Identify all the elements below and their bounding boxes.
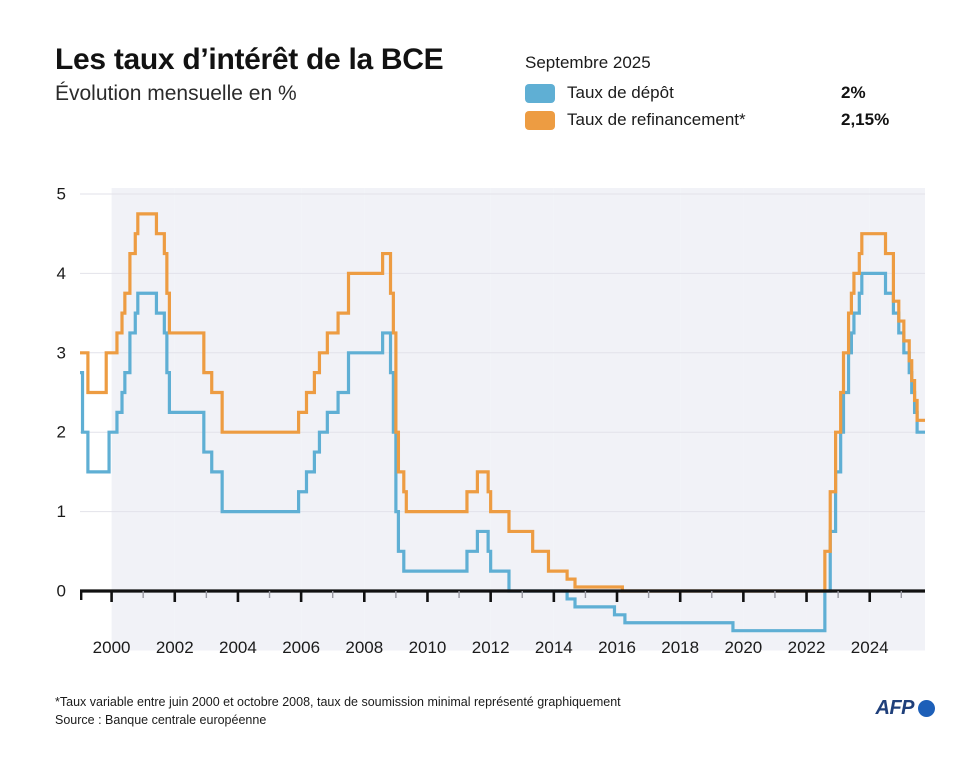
afp-wordmark: AFP (875, 697, 915, 719)
legend-date: Septembre 2025 (525, 53, 651, 72)
x-axis-tick-label: 2006 (282, 638, 320, 657)
legend-value-refi: 2,15% (841, 110, 890, 129)
title-block: Les taux d’intérêt de la BCE Évolution m… (55, 43, 525, 106)
y-axis-labels: 0 1 2 3 4 5 (57, 184, 66, 600)
x-axis-tick-label: 2000 (93, 638, 131, 657)
y-axis-tick-label: 0 (57, 581, 66, 600)
background-band (174, 188, 238, 651)
series-line (80, 271, 925, 633)
background-band (301, 188, 365, 651)
footer: *Taux variable entre juin 2000 et octobr… (55, 693, 935, 729)
series-line (80, 212, 925, 593)
background-band (111, 188, 175, 651)
y-axis-tick-label: 5 (57, 184, 66, 203)
legend-label-refi: Taux de refinancement* (567, 110, 746, 129)
y-axis-tick-label: 4 (57, 264, 66, 283)
x-axis (79, 589, 925, 602)
legend-item-refi: Taux de refinancement* 2,15% (525, 107, 915, 133)
page-title: Les taux d’intérêt de la BCE (55, 43, 444, 76)
footnote-variable-rate: *Taux variable entre juin 2000 et octobr… (55, 695, 621, 709)
x-axis-tick-label: 2004 (219, 638, 257, 657)
legend-swatch-deposit-icon (525, 83, 555, 103)
background-band (743, 188, 807, 651)
footnote-source: Source : Banque centrale européenne (55, 713, 267, 728)
background-band (680, 188, 744, 651)
legend-label-deposit: Taux de dépôt (567, 83, 674, 102)
header: Les taux d’intérêt de la BCE Évolution m… (55, 43, 925, 134)
x-axis-labels: 2000 2002 2004 2006 2008 2010 2012 2014 2016 2018… (93, 638, 889, 657)
series-lines (80, 212, 925, 633)
legend-item-deposit: Taux de dépôt 2% (525, 80, 915, 106)
y-axis-tick-label: 1 (57, 502, 66, 521)
page-subtitle: Évolution mensuelle en % (55, 82, 297, 106)
background-band (617, 188, 681, 651)
legend-swatch-refi-icon (525, 110, 555, 130)
background-band (237, 188, 302, 651)
background-band (553, 188, 618, 651)
background-band (427, 188, 491, 651)
x-axis-tick-label: 2018 (661, 638, 699, 657)
afp-dot-icon (918, 700, 935, 717)
y-axis-tick-label: 3 (57, 343, 66, 362)
background-band (490, 188, 554, 651)
x-axis-tick-label: 2002 (156, 638, 194, 657)
legend-value-deposit: 2% (841, 83, 866, 102)
x-axis-tick-label: 2020 (724, 638, 762, 657)
x-axis-tick-label: 2012 (472, 638, 510, 657)
x-axis-tick-label: 2024 (851, 638, 889, 657)
y-axis-tick-label: 2 (57, 423, 66, 442)
background-bands (111, 188, 925, 651)
x-axis-tick-label: 2022 (788, 638, 826, 657)
x-axis-tick-label: 2014 (535, 638, 573, 657)
legend: Septembre 2025 Taux de dépôt 2% Taux de … (525, 44, 915, 134)
x-axis-tick-label: 2016 (598, 638, 636, 657)
x-axis-tick-label: 2008 (345, 638, 383, 657)
x-axis-tick-label: 2010 (409, 638, 447, 657)
afp-logo: AFP (875, 697, 935, 720)
